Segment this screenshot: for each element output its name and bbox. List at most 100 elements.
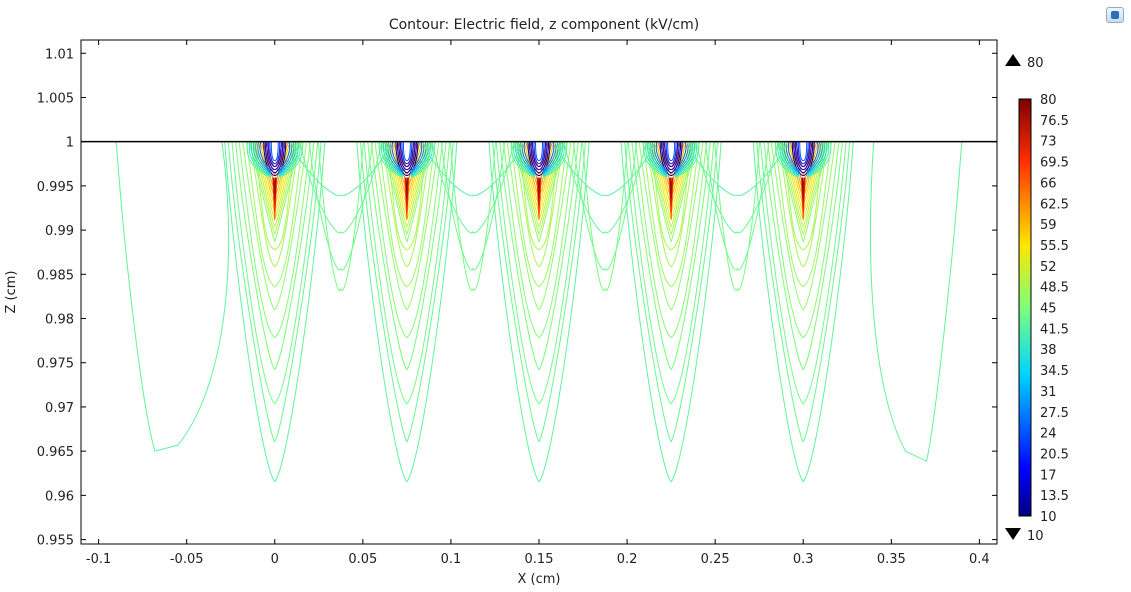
contour-line [278, 141, 297, 176]
contour-line [645, 141, 697, 268]
contour-line [410, 141, 431, 177]
colorbar-max-marker-icon [1005, 54, 1021, 66]
contour-line [227, 141, 322, 443]
contour-line [542, 141, 559, 175]
contour-line [674, 141, 700, 179]
x-tick-label: -0.05 [170, 552, 204, 567]
contour-line [799, 141, 808, 162]
contour-line [317, 141, 364, 291]
contour-line [695, 141, 779, 234]
contour-line [299, 141, 383, 234]
contour-line [374, 141, 440, 311]
contour-line [572, 141, 638, 271]
contour-line [664, 141, 679, 168]
contour-line [783, 141, 800, 175]
colorbar-label: 45 [1040, 302, 1057, 317]
contour-line [791, 141, 816, 183]
contour-line [382, 141, 432, 236]
contour-line [308, 141, 374, 271]
contour-line [767, 141, 840, 339]
contour-line [515, 141, 536, 177]
x-tick-label: 0.15 [525, 552, 554, 567]
contour-line [510, 141, 536, 179]
contour-line [779, 141, 800, 177]
contour-line [770, 141, 836, 311]
contour-line [267, 141, 282, 168]
contour-line [502, 141, 576, 339]
contour-line [793, 141, 814, 174]
colorbar: 80 80 76.5 73 69.5 66 62.5 59 55.5 52 48.5 45 41.5 3… [1005, 54, 1069, 544]
colorbar-gradient [1018, 98, 1032, 517]
contour-line [495, 141, 583, 405]
contour-line [806, 141, 823, 175]
contour-line [752, 141, 854, 483]
contour-line [517, 141, 536, 176]
contour-line [631, 141, 711, 371]
contour-line [264, 141, 286, 175]
colorbar-label: 10 [1040, 510, 1057, 525]
contour-line [264, 141, 285, 174]
contour-line [255, 141, 272, 175]
contour-line [642, 141, 668, 179]
contour-line [527, 141, 551, 177]
contour-line [431, 141, 515, 234]
contour-line [514, 141, 564, 236]
contour-line [801, 177, 805, 199]
contour-line [440, 141, 506, 271]
chart-title: Contour: Electric field, z component (kV… [389, 17, 699, 33]
contour-line [791, 141, 815, 177]
contour-line [780, 141, 827, 228]
contour-line [262, 141, 287, 183]
contour-line [806, 141, 825, 176]
contour-line [367, 141, 447, 371]
contour-line [542, 141, 563, 177]
contour-line [537, 177, 541, 199]
colorbar-label: 59 [1040, 218, 1057, 233]
contour-line [405, 177, 409, 199]
contour-line [410, 141, 423, 172]
contour-line [542, 141, 568, 179]
y-tick-label: 0.985 [37, 268, 74, 283]
contour-line [396, 141, 417, 174]
contour-line [359, 141, 454, 443]
contour-line [532, 141, 546, 168]
x-tick-label: 0.05 [348, 552, 377, 567]
contour-line [667, 141, 676, 162]
contour-line [251, 141, 298, 228]
contour-line [674, 141, 691, 175]
y-tick-label: 0.965 [37, 445, 74, 460]
colorbar-label: 24 [1040, 427, 1057, 442]
contour-line [635, 141, 708, 339]
colorbar-label: 76.5 [1040, 114, 1069, 129]
contour-line [526, 141, 552, 183]
x-tick-label: 0.2 [617, 552, 638, 567]
contour-line [674, 141, 695, 177]
x-tick-label: 0.25 [701, 552, 730, 567]
contour-line [250, 141, 272, 177]
x-axis-title: X (cm) [518, 572, 561, 587]
colorbar-label: 62.5 [1040, 197, 1069, 212]
contour-line [806, 141, 819, 172]
contour-line [781, 141, 800, 176]
contour-line [399, 141, 414, 168]
contour-line [278, 141, 291, 172]
x-tick-label: -0.1 [86, 552, 111, 567]
contour-line [624, 141, 719, 443]
export-icon[interactable] [1106, 7, 1124, 23]
y-tick-label: 0.975 [37, 357, 74, 372]
colorbar-label: 41.5 [1040, 322, 1069, 337]
y-tick-label: 1 [66, 136, 74, 151]
contour-line [248, 141, 271, 178]
contour-line [806, 141, 828, 177]
colorbar-label: 48.5 [1040, 281, 1069, 296]
colorbar-label: 31 [1040, 385, 1057, 400]
contour-line [499, 141, 579, 371]
contour-line [377, 141, 436, 288]
contour-line [245, 141, 304, 288]
x-axis: -0.1 -0.05 0 0.05 0.1 0.15 0.2 0.25 0.3 0.35 0.4 [86, 40, 990, 567]
x-tick-label: 0.1 [441, 552, 462, 567]
contour-line [387, 141, 404, 175]
contour-line [513, 141, 565, 268]
colorbar-max-marker-label: 80 [1027, 56, 1044, 71]
